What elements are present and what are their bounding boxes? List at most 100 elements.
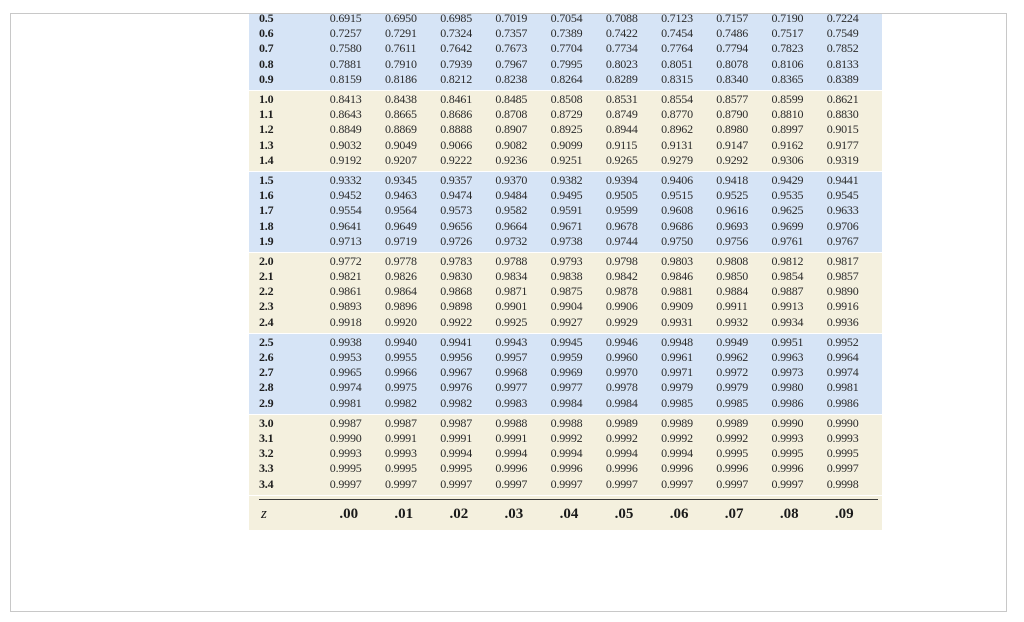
probability-cell: 0.7157 <box>716 13 749 26</box>
probability-cell: 0.9960 <box>605 350 638 365</box>
probability-cell: 0.9394 <box>605 172 638 187</box>
probability-cell: 0.9890 <box>826 284 859 299</box>
z-value: 3.1 <box>259 430 274 445</box>
image-viewer-frame: 0.5 0.6915 0.6950 0.6985 0.7019 0.7054 0.7088 0… <box>10 13 1007 612</box>
probability-cell: 0.9793 <box>550 253 583 268</box>
probability-cell: 0.9357 <box>440 172 473 187</box>
probability-cell: 0.9484 <box>495 188 528 203</box>
probability-cell: 0.9996 <box>495 461 528 476</box>
probability-cell: 0.6985 <box>440 13 473 26</box>
table-row: 0.8 0.7881 0.7910 0.7939 0.7967 0.7995 0.8023 0… <box>249 57 882 72</box>
probability-cell: 0.9970 <box>605 365 638 380</box>
probability-cell: 0.8869 <box>384 122 417 137</box>
probability-cell: 0.9985 <box>661 395 693 410</box>
probability-cell: 0.9868 <box>440 284 473 299</box>
column-header: .05 <box>614 505 634 522</box>
probability-cell: 0.9015 <box>826 122 859 137</box>
probability-cell: 0.9984 <box>550 395 583 410</box>
probability-cell: 0.9992 <box>716 430 749 445</box>
probability-cell: 0.9996 <box>771 461 804 476</box>
table-row: 1.8 0.9641 0.9649 0.9656 0.9664 0.9671 0.9678 0… <box>249 218 882 233</box>
column-header: .00 <box>339 505 359 522</box>
probability-cell: 0.9049 <box>384 137 417 152</box>
probability-cell: 0.9864 <box>384 284 417 299</box>
probability-cell: 0.9699 <box>771 218 804 233</box>
z-value: 1.6 <box>259 188 274 203</box>
probability-cell: 0.7910 <box>384 56 417 71</box>
probability-cell: 0.8907 <box>495 122 528 137</box>
column-headers: z .00 .01 .02 .03 .04 .05 .06 .07 .08 .09 <box>249 506 882 523</box>
normal-distribution-table: 0.5 0.6915 0.6950 0.6985 0.7019 0.7054 0.7088 0… <box>249 13 882 530</box>
probability-cell: 0.9982 <box>440 395 473 410</box>
probability-cell: 0.9265 <box>605 152 638 167</box>
probability-cell: 0.8438 <box>384 92 417 107</box>
probability-cell: 0.9988 <box>495 415 528 430</box>
z-value: 0.8 <box>259 56 274 71</box>
probability-cell: 0.9332 <box>329 172 362 187</box>
table-row-group: 1.0 0.8413 0.8438 0.8461 0.8485 0.8508 0.8531 0… <box>249 90 882 172</box>
probability-cell: 0.9911 <box>716 299 748 314</box>
probability-cell: 0.8485 <box>495 92 528 107</box>
probability-cell: 0.9985 <box>716 395 749 410</box>
probability-cell: 0.7054 <box>550 13 583 26</box>
probability-cell: 0.9783 <box>440 253 473 268</box>
probability-cell: 0.7881 <box>329 56 362 71</box>
probability-cell: 0.8962 <box>661 122 693 137</box>
probability-cell: 0.9429 <box>771 172 804 187</box>
table-row: 0.6 0.7257 0.7291 0.7324 0.7357 0.7389 0.7422 0… <box>249 26 882 41</box>
probability-cell: 0.9319 <box>826 152 859 167</box>
probability-cell: 0.9994 <box>550 446 583 461</box>
probability-cell: 0.9997 <box>605 476 638 491</box>
probability-cell: 0.9997 <box>550 476 583 491</box>
probability-cell: 0.8315 <box>661 71 693 86</box>
probability-cell: 0.9920 <box>384 314 417 329</box>
probability-cell: 0.9738 <box>550 233 583 248</box>
probability-cell: 0.8023 <box>605 56 638 71</box>
probability-cell: 0.9032 <box>329 137 362 152</box>
z-value: 0.6 <box>259 26 274 41</box>
probability-cell: 0.7852 <box>826 41 859 56</box>
probability-cell: 0.9441 <box>826 172 859 187</box>
probability-cell: 0.9922 <box>440 314 473 329</box>
probability-cell: 0.8554 <box>661 92 693 107</box>
table-row: 3.3 0.9995 0.9995 0.9995 0.9996 0.9996 0.9996 0… <box>249 461 882 476</box>
probability-cell: 0.9998 <box>826 476 859 491</box>
probability-cell: 0.8665 <box>384 107 417 122</box>
probability-cell: 0.9981 <box>826 380 859 395</box>
probability-cell: 0.9990 <box>771 415 804 430</box>
probability-cell: 0.9974 <box>826 365 859 380</box>
probability-cell: 0.8365 <box>771 71 804 86</box>
probability-cell: 0.9997 <box>329 476 362 491</box>
probability-cell: 0.9418 <box>716 172 749 187</box>
z-value: 0.9 <box>259 71 274 86</box>
probability-cell: 0.9798 <box>605 253 638 268</box>
probability-cell: 0.8944 <box>605 122 638 137</box>
probability-cell: 0.9115 <box>605 137 638 152</box>
probability-cell: 0.9535 <box>771 188 804 203</box>
probability-cell: 0.9525 <box>716 188 749 203</box>
probability-cell: 0.9995 <box>440 461 473 476</box>
probability-cell: 0.9965 <box>329 365 362 380</box>
probability-cell: 0.8508 <box>550 92 583 107</box>
probability-cell: 0.9976 <box>440 380 473 395</box>
probability-cell: 0.9946 <box>605 334 638 349</box>
probability-cell: 0.7967 <box>495 56 528 71</box>
probability-cell: 0.9616 <box>716 203 749 218</box>
z-value: 2.8 <box>259 380 274 395</box>
probability-cell: 0.9995 <box>771 446 804 461</box>
probability-cell: 0.9979 <box>716 380 749 395</box>
probability-cell: 0.9997 <box>495 476 528 491</box>
probability-cell: 0.7019 <box>495 13 528 26</box>
probability-cell: 0.8461 <box>440 92 473 107</box>
probability-cell: 0.9959 <box>550 350 583 365</box>
column-header: .02 <box>449 505 469 522</box>
table-row: 2.6 0.9953 0.9955 0.9956 0.9957 0.9959 0.9960 0… <box>249 350 882 365</box>
probability-cell: 0.9925 <box>495 314 528 329</box>
probability-cell: 0.9991 <box>384 430 417 445</box>
probability-cell: 0.8159 <box>329 71 362 86</box>
probability-cell: 0.8888 <box>440 122 473 137</box>
probability-cell: 0.9978 <box>605 380 638 395</box>
probability-cell: 0.8729 <box>550 107 583 122</box>
z-value: 0.5 <box>259 13 274 26</box>
probability-cell: 0.9971 <box>661 365 693 380</box>
